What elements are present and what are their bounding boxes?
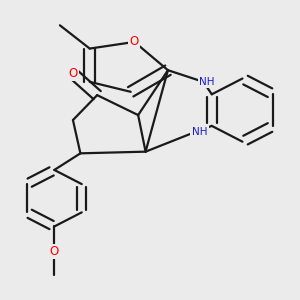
- Text: NH: NH: [192, 127, 207, 137]
- Text: O: O: [130, 35, 139, 48]
- Text: O: O: [68, 67, 78, 80]
- Text: O: O: [50, 245, 59, 258]
- Text: NH: NH: [199, 77, 215, 87]
